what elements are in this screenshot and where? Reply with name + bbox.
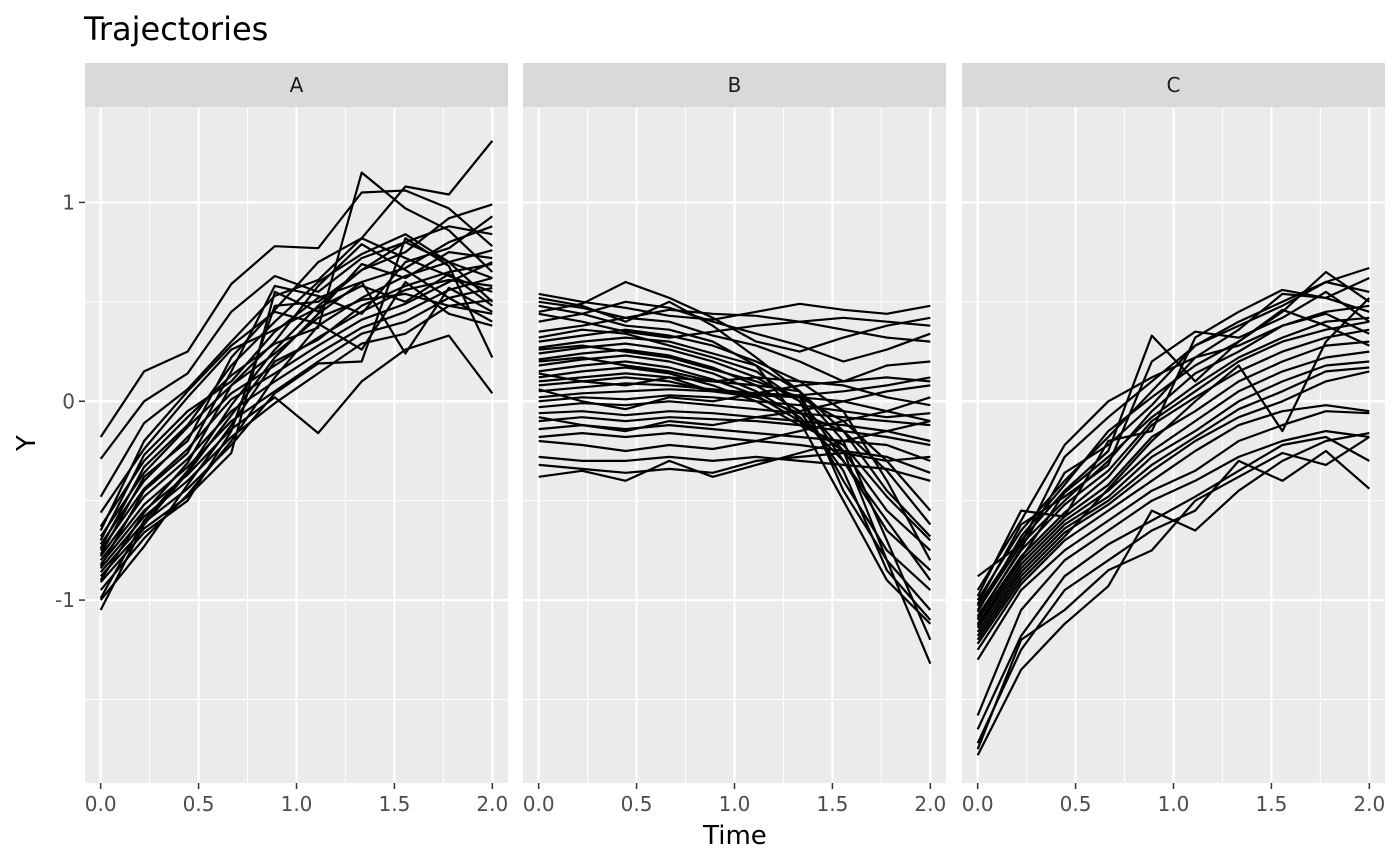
series-line — [538, 376, 931, 411]
facet-strip — [523, 63, 946, 107]
series-line — [976, 366, 1370, 637]
series-line — [538, 451, 931, 474]
series-line — [99, 215, 493, 567]
series-line — [976, 432, 1370, 756]
x-tick-label: 2.0 — [914, 792, 946, 816]
series-line — [99, 276, 493, 557]
series-line — [976, 360, 1370, 633]
series-line — [976, 328, 1370, 621]
series-line — [538, 432, 931, 474]
series-line — [976, 430, 1370, 716]
x-tick-label: 2.0 — [476, 792, 508, 816]
y-tick-label: 0 — [62, 389, 75, 413]
x-axis-title: Time — [702, 821, 767, 851]
series-line — [538, 410, 931, 443]
y-axis: -1 0 1 — [55, 190, 85, 612]
series-line — [976, 404, 1370, 651]
series-line — [99, 237, 494, 573]
facet-panel-a: A 0.0 0.5 1.0 1.5 2.0 — [85, 63, 508, 816]
facet-panels: A 0.0 0.5 1.0 1.5 2.0 B 0.0 0.5 1.0 1.5 2.0 C 0.0 0.5 1… — [85, 63, 1385, 816]
series-line — [538, 328, 932, 591]
series-line — [976, 297, 1371, 645]
series-line — [538, 420, 931, 482]
series-line — [538, 304, 932, 625]
series-line — [976, 436, 1370, 750]
series-line — [538, 344, 932, 572]
series-line — [976, 350, 1370, 629]
series-line — [976, 316, 1370, 627]
facet-strip — [85, 63, 508, 107]
series-line — [99, 140, 494, 498]
facet-strip-label: C — [1167, 73, 1181, 97]
series-line — [976, 370, 1370, 641]
facet-strip-label: A — [290, 73, 304, 97]
series-line — [976, 320, 1370, 617]
series-line — [99, 280, 493, 531]
chart-title: Trajectories — [83, 10, 268, 48]
x-tick-label: 1.0 — [719, 792, 751, 816]
series-line — [99, 261, 493, 552]
series-line — [99, 189, 494, 438]
series-line — [99, 243, 493, 581]
x-tick-label: 0.5 — [1060, 792, 1092, 816]
y-tick-label: -1 — [55, 588, 75, 612]
series-line — [538, 396, 931, 453]
x-tick-label: 0.0 — [962, 792, 994, 816]
x-tick-label: 1.0 — [1158, 792, 1190, 816]
series-line — [538, 360, 932, 552]
series-line — [99, 233, 494, 549]
series-line — [99, 286, 493, 561]
series-line — [976, 312, 1370, 619]
facet-panel-b: B 0.0 0.5 1.0 1.5 2.0 — [523, 63, 946, 816]
y-tick-label: 1 — [62, 190, 75, 214]
x-tick-label: 0.0 — [523, 792, 555, 816]
series-line — [99, 225, 493, 599]
series-line — [538, 376, 931, 399]
facet-panel-c: C 0.0 0.5 1.0 1.5 2.0 — [962, 63, 1385, 816]
x-tick-label: 1.5 — [1256, 792, 1288, 816]
series-line — [538, 342, 932, 665]
series-line — [538, 384, 931, 433]
series-line — [99, 263, 493, 601]
series-line — [538, 296, 932, 611]
facet-strip-label: B — [728, 73, 742, 97]
series-line — [538, 394, 931, 419]
series-line — [976, 270, 1370, 607]
x-tick-label: 0.5 — [621, 792, 653, 816]
series-line — [538, 455, 931, 482]
x-tick-label: 0.5 — [183, 792, 215, 816]
y-axis-title: Y — [12, 435, 42, 452]
x-tick-label: 0.0 — [85, 792, 117, 816]
x-tick-label: 1.5 — [379, 792, 411, 816]
series-line — [538, 312, 931, 339]
series-line — [99, 334, 494, 565]
series-line — [976, 288, 1370, 597]
series-line — [538, 356, 932, 538]
series-line — [976, 435, 1370, 730]
series-line — [99, 237, 493, 555]
x-tick-label: 2.0 — [1353, 792, 1385, 816]
x-tick-label: 1.5 — [817, 792, 849, 816]
x-tick-label: 1.0 — [281, 792, 313, 816]
facet-strip — [962, 63, 1385, 107]
series-line — [538, 372, 931, 407]
series-line — [976, 340, 1370, 625]
series-line — [976, 410, 1370, 661]
